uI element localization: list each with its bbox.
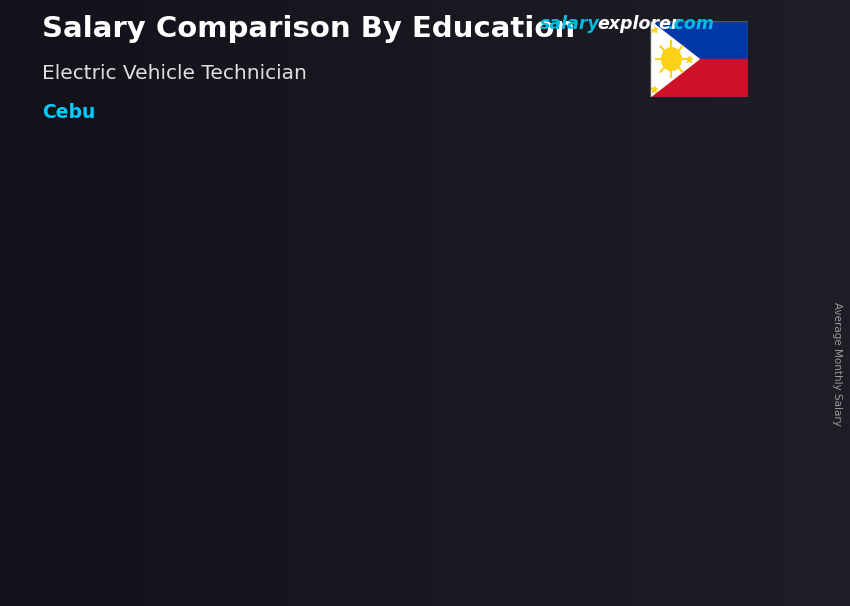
Text: +57%: +57% (233, 276, 332, 305)
Polygon shape (688, 231, 710, 533)
Text: Bachelor's
Degree: Bachelor's Degree (360, 562, 457, 605)
Text: Cebu: Cebu (42, 103, 96, 122)
Text: Average Monthly Salary: Average Monthly Salary (832, 302, 842, 425)
Circle shape (661, 48, 681, 70)
Polygon shape (594, 231, 710, 241)
Text: salary: salary (540, 15, 599, 33)
Bar (351, 359, 445, 533)
Text: Salary Comparison By Education: Salary Comparison By Education (42, 15, 575, 43)
Text: Electric Vehicle Technician: Electric Vehicle Technician (42, 64, 308, 82)
Bar (650, 21, 748, 59)
Text: explorer: explorer (598, 15, 680, 33)
Text: 26,900 PHP: 26,900 PHP (337, 318, 440, 333)
Polygon shape (351, 348, 467, 359)
Text: +68%: +68% (490, 161, 589, 190)
Text: .com: .com (667, 15, 714, 33)
Text: Certificate or
Diploma: Certificate or Diploma (122, 562, 246, 605)
Polygon shape (445, 348, 467, 533)
Bar (594, 241, 688, 533)
Text: 45,100 PHP: 45,100 PHP (580, 203, 683, 218)
Polygon shape (220, 412, 242, 533)
Polygon shape (127, 412, 242, 422)
Bar (127, 422, 220, 533)
Text: Master's
Degree: Master's Degree (612, 562, 692, 605)
Text: 17,100 PHP: 17,100 PHP (112, 376, 216, 391)
Bar (650, 59, 748, 97)
Polygon shape (650, 21, 699, 97)
